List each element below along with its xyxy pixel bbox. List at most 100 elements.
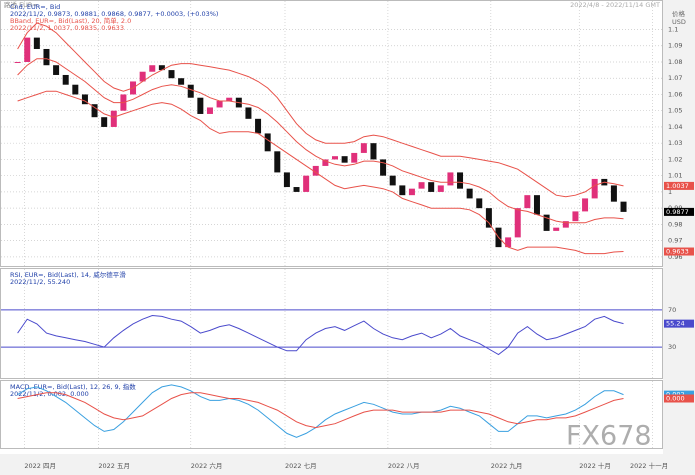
candle xyxy=(562,221,569,228)
y-tick-label: 1.06 xyxy=(668,90,682,98)
candle xyxy=(187,84,194,98)
last-value-label: 0.9633 xyxy=(666,248,689,256)
last-value-tag xyxy=(664,319,694,328)
candle xyxy=(332,156,338,160)
x-tick-label: 2022 七月 xyxy=(285,461,317,470)
candle xyxy=(274,151,281,173)
y-tick-label: 70 xyxy=(668,306,676,314)
candle xyxy=(139,71,146,82)
x-tick-label: 2022 八月 xyxy=(388,462,420,470)
y-tick-label: 0.96 xyxy=(668,253,682,261)
candle xyxy=(418,182,425,189)
candle xyxy=(33,37,40,49)
date-range: 2022/4/8 - 2022/11/14 GMT xyxy=(570,1,660,9)
series-line xyxy=(17,314,624,356)
last-value-tag xyxy=(664,247,694,256)
candle xyxy=(370,143,377,160)
panel-label: 2022/11/2, 0.9873, 0.9881, 0.9868, 0.987… xyxy=(10,10,218,18)
y-tick-label: 1.1 xyxy=(668,25,678,33)
candle xyxy=(293,187,300,192)
last-value-tag xyxy=(664,394,694,403)
series-line xyxy=(17,90,624,255)
bottom-axis-band xyxy=(0,454,695,475)
y-tick-label: 1.03 xyxy=(668,139,682,147)
candle xyxy=(283,172,290,188)
candle xyxy=(476,198,483,209)
y-tick-label: 0.97 xyxy=(668,237,682,245)
candle xyxy=(399,185,406,196)
panel-label: Cnd, EUR=, Bid xyxy=(10,3,60,11)
candle xyxy=(312,165,319,176)
series-line xyxy=(17,384,624,438)
candle xyxy=(428,182,435,192)
candle xyxy=(206,107,213,114)
candle xyxy=(81,94,88,105)
candle xyxy=(591,178,598,199)
candle xyxy=(514,208,521,238)
candle xyxy=(341,156,348,163)
candle xyxy=(101,117,108,127)
candle xyxy=(505,237,512,248)
x-tick-label: 2022 五月 xyxy=(98,462,130,470)
y-tick-label: 0.98 xyxy=(668,220,682,228)
candle xyxy=(620,201,627,212)
panel-label: MACD, EUR=, Bid(Last), 12, 26, 9, 指数 xyxy=(10,382,136,391)
candle xyxy=(62,74,69,85)
y-tick-label: 1.08 xyxy=(668,58,682,66)
candle xyxy=(264,133,271,152)
candle xyxy=(582,198,589,212)
candle xyxy=(197,97,204,114)
candle xyxy=(553,227,560,231)
candle xyxy=(447,172,454,186)
candle xyxy=(322,159,329,166)
panel-label: 2022/11/2, 0.002, 0.000 xyxy=(10,390,89,398)
watermark: FX678 xyxy=(566,421,652,452)
panel-label: BBand, EUR=, Bid(Last), 20, 简单, 2.0 xyxy=(10,16,131,25)
last-value-tag xyxy=(664,207,694,216)
panel-label: 2022/11/2, 55.240 xyxy=(10,278,70,286)
x-tick-label: 2022 六月 xyxy=(191,461,223,470)
last-value-label: 0.000 xyxy=(666,395,685,403)
candle xyxy=(245,107,252,119)
y-tick-label: 1 xyxy=(668,188,672,196)
candle xyxy=(72,84,79,95)
candle xyxy=(360,143,367,153)
candle xyxy=(466,188,473,199)
y-tick-label: 1.05 xyxy=(668,107,682,115)
panel-frame xyxy=(0,380,663,449)
axis-unit: USD xyxy=(672,18,686,26)
x-tick-label: 2022 四月 xyxy=(24,462,56,470)
candle xyxy=(14,61,21,63)
candle xyxy=(43,48,50,66)
candle xyxy=(158,65,165,71)
candle xyxy=(543,214,550,231)
last-value-label: 1.0037 xyxy=(666,182,689,190)
last-value-label: 0.9877 xyxy=(666,208,689,216)
y-tick-label: 30 xyxy=(668,343,676,351)
candle xyxy=(524,195,531,209)
candle xyxy=(303,175,310,192)
panel-label: 2022/11/2, 1.0037, 0.9835, 0.9633 xyxy=(10,24,124,32)
candle xyxy=(110,110,117,127)
series-line xyxy=(17,392,624,429)
candle xyxy=(255,118,262,134)
x-tick-label: 2022 十月 xyxy=(579,461,611,470)
candle xyxy=(149,65,156,72)
last-value-tag xyxy=(664,181,694,190)
series-line xyxy=(17,58,624,224)
x-tick-label: 2022 九月 xyxy=(491,461,523,470)
panel-frame xyxy=(0,0,663,267)
candle xyxy=(437,185,444,192)
y-tick-label: 1.09 xyxy=(668,42,682,50)
candle xyxy=(53,65,60,75)
candle xyxy=(389,175,396,186)
y-tick-label: 1.01 xyxy=(668,172,682,180)
candle xyxy=(216,100,223,108)
candle xyxy=(533,195,540,215)
candle xyxy=(226,97,233,101)
panel-frame xyxy=(0,268,663,379)
candle xyxy=(351,152,358,163)
candle xyxy=(408,188,415,196)
source: 路透 EUR= xyxy=(4,0,38,9)
